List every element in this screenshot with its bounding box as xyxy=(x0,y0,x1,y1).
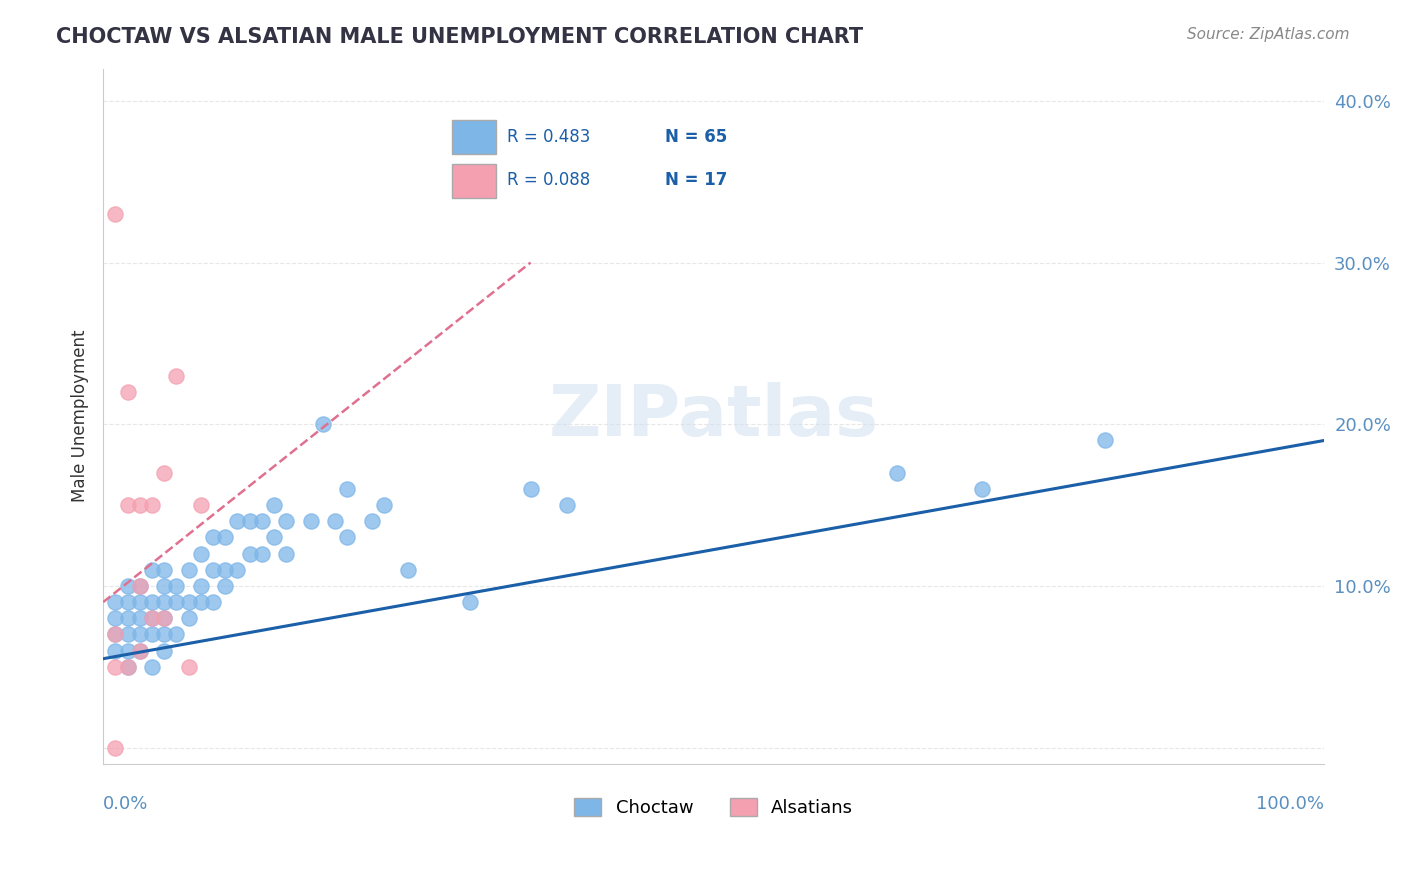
Point xyxy=(226,514,249,528)
Point xyxy=(104,740,127,755)
Text: 100.0%: 100.0% xyxy=(1257,795,1324,814)
Point xyxy=(214,579,236,593)
Point xyxy=(153,466,176,480)
Text: Source: ZipAtlas.com: Source: ZipAtlas.com xyxy=(1187,27,1350,42)
Point xyxy=(117,627,139,641)
Point xyxy=(250,514,273,528)
Point xyxy=(177,660,200,674)
Point xyxy=(165,595,187,609)
Point xyxy=(117,595,139,609)
Point xyxy=(153,595,176,609)
Text: 0.0%: 0.0% xyxy=(103,795,149,814)
Point xyxy=(153,611,176,625)
Point xyxy=(336,531,359,545)
Point xyxy=(214,531,236,545)
Point xyxy=(373,498,395,512)
Point xyxy=(104,643,127,657)
Point xyxy=(190,547,212,561)
Point xyxy=(458,595,481,609)
Point xyxy=(263,498,285,512)
Point xyxy=(177,611,200,625)
Point xyxy=(165,627,187,641)
Point xyxy=(276,514,298,528)
Point xyxy=(141,660,163,674)
Point xyxy=(276,547,298,561)
Point xyxy=(360,514,382,528)
Point xyxy=(555,498,578,512)
Point xyxy=(177,563,200,577)
Point xyxy=(214,563,236,577)
Point xyxy=(190,498,212,512)
Point xyxy=(128,643,150,657)
Point xyxy=(263,531,285,545)
Point xyxy=(190,595,212,609)
Point xyxy=(165,579,187,593)
Point xyxy=(153,611,176,625)
Point xyxy=(398,563,420,577)
Point xyxy=(104,595,127,609)
Point xyxy=(104,207,127,221)
Point xyxy=(239,547,262,561)
Point xyxy=(299,514,322,528)
Point xyxy=(128,579,150,593)
Point xyxy=(165,368,187,383)
Point xyxy=(202,595,225,609)
Point xyxy=(972,482,994,496)
Point xyxy=(117,660,139,674)
Point xyxy=(336,482,359,496)
Point xyxy=(141,563,163,577)
Point xyxy=(153,627,176,641)
Point xyxy=(117,498,139,512)
Point xyxy=(519,482,541,496)
Point xyxy=(250,547,273,561)
Point xyxy=(177,595,200,609)
Point xyxy=(128,498,150,512)
Point xyxy=(128,627,150,641)
Point xyxy=(128,643,150,657)
Point xyxy=(104,627,127,641)
Point xyxy=(141,498,163,512)
Point xyxy=(153,579,176,593)
Point xyxy=(117,660,139,674)
Point xyxy=(128,595,150,609)
Point xyxy=(190,579,212,593)
Point xyxy=(104,627,127,641)
Point xyxy=(226,563,249,577)
Point xyxy=(153,563,176,577)
Point xyxy=(153,643,176,657)
Point xyxy=(117,384,139,399)
Text: CHOCTAW VS ALSATIAN MALE UNEMPLOYMENT CORRELATION CHART: CHOCTAW VS ALSATIAN MALE UNEMPLOYMENT CO… xyxy=(56,27,863,46)
Point xyxy=(104,611,127,625)
Y-axis label: Male Unemployment: Male Unemployment xyxy=(72,330,89,502)
Point xyxy=(141,611,163,625)
Point xyxy=(202,563,225,577)
Point xyxy=(117,579,139,593)
Text: ZIPatlas: ZIPatlas xyxy=(548,382,879,450)
Point xyxy=(1094,434,1116,448)
Point xyxy=(128,611,150,625)
Point xyxy=(886,466,908,480)
Point xyxy=(128,579,150,593)
Point xyxy=(141,595,163,609)
Point xyxy=(312,417,335,432)
Point xyxy=(141,611,163,625)
Point xyxy=(141,627,163,641)
Point xyxy=(117,643,139,657)
Point xyxy=(239,514,262,528)
Point xyxy=(323,514,346,528)
Legend: Choctaw, Alsatians: Choctaw, Alsatians xyxy=(567,790,860,824)
Point xyxy=(104,660,127,674)
Point xyxy=(117,611,139,625)
Point xyxy=(202,531,225,545)
